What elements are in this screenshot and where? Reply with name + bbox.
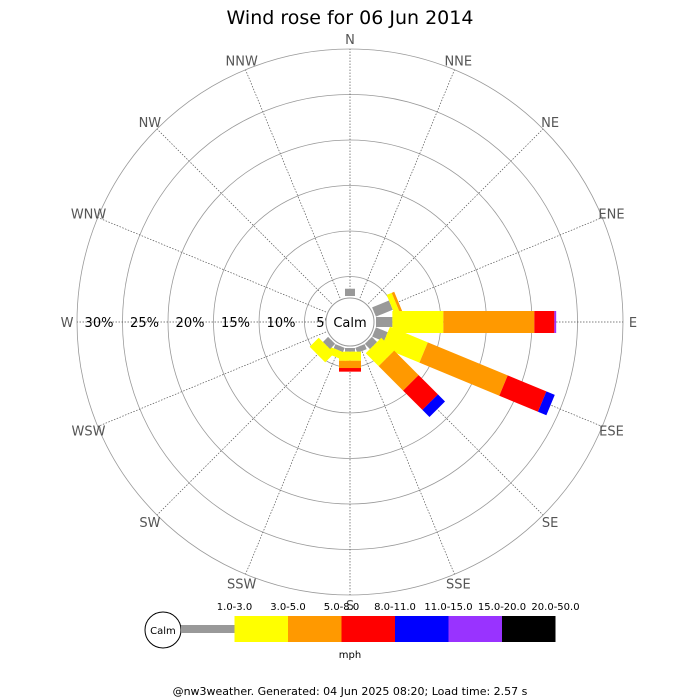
direction-label-nw: NW — [139, 116, 162, 131]
direction-label-s: S — [346, 599, 354, 614]
percent-label-25: 25% — [130, 316, 159, 331]
legend-swatch-11.0-15.0 — [395, 616, 449, 642]
bar-ese-11.0-15.0 — [537, 391, 555, 416]
direction-label-nnw: NNW — [226, 55, 258, 70]
bar-group-ssw — [325, 344, 349, 362]
direction-labels: N NNE NE ENE E ESE SE SSE S SSW SW WSW W WNW NW NNW — [61, 33, 638, 614]
spoke-sse — [359, 345, 455, 575]
legend-swatch-3.0-5.0 — [234, 616, 288, 642]
bar-group-ene — [372, 291, 403, 317]
bar-group-ese — [372, 326, 555, 416]
direction-label-sse: SSE — [446, 577, 471, 592]
legend-label-3.0-5.0: 3.0-5.0 — [270, 602, 305, 613]
direction-label-ne: NE — [541, 116, 559, 131]
spoke-wsw — [97, 331, 327, 427]
bar-se-1.0-3.0 — [364, 336, 378, 350]
bar-ene-5.0-8.0 — [391, 291, 403, 314]
bar-ene-3.0-5.0 — [386, 292, 401, 316]
bar-ssw-3.0-5.0 — [325, 346, 349, 362]
percent-label-30: 30% — [85, 316, 114, 331]
direction-label-ssw: SSW — [227, 577, 257, 592]
direction-label-wnw: WNW — [71, 208, 107, 223]
legend: Calm 1.0-3.0 3.0-5.0 5.0-8.0 8.0-11.0 11.0-15… — [144, 602, 580, 649]
bar-ene-1.0-3.0 — [372, 300, 393, 317]
bar-s-5.0-8.0 — [339, 360, 361, 369]
spoke-ne — [368, 128, 544, 304]
bar-e-1.0-3.0 — [376, 317, 393, 327]
legend-label-15.0-20.0: 15.0-20.0 — [478, 602, 526, 613]
spoke-ene — [373, 217, 603, 313]
percent-label-10: 10% — [267, 316, 296, 331]
spoke-se — [368, 340, 544, 516]
spoke-nnw — [245, 69, 341, 299]
legend-swatch-5.0-8.0 — [288, 616, 342, 642]
spoke-nne — [359, 69, 455, 299]
bar-n-1.0-3.0 — [345, 288, 355, 296]
bar-ese-1.0-3.0 — [372, 327, 388, 342]
spoke-nw — [156, 128, 332, 304]
direction-label-wsw: WSW — [72, 424, 106, 439]
bar-se-8.0-11.0 — [403, 375, 438, 410]
direction-label-ene: ENE — [598, 208, 624, 223]
chart-title: Wind rose for 06 Jun 2014 — [227, 7, 474, 29]
bar-sw-1.0-3.0 — [322, 336, 336, 350]
bar-group-sse — [355, 344, 367, 353]
legend-label-1.0-3.0: 1.0-3.0 — [217, 602, 252, 613]
bar-group-e — [376, 311, 557, 333]
bar-sse-1.0-3.0 — [355, 344, 367, 353]
bar-group-sw — [309, 336, 336, 363]
bar-e-15.0-20.0 — [554, 311, 557, 333]
direction-label-w: W — [61, 316, 74, 331]
legend-calm-label: Calm — [150, 626, 176, 637]
bar-e-8.0-11.0 — [534, 311, 555, 333]
bar-e-3.0-5.0 — [392, 311, 444, 333]
calm-circle — [325, 297, 375, 347]
bar-ese-5.0-8.0 — [419, 342, 508, 396]
spoke-wnw — [97, 217, 327, 313]
percent-label-20: 20% — [176, 316, 205, 331]
frequency-bars — [309, 288, 557, 418]
bar-ssw-1.0-3.0 — [333, 344, 345, 353]
direction-label-se: SE — [542, 516, 558, 531]
bar-ese-8.0-11.0 — [499, 375, 547, 412]
direction-label-nne: NNE — [444, 55, 472, 70]
bar-se-3.0-5.0 — [365, 337, 395, 367]
legend-label-5.0-8.0: 5.0-8.0 — [324, 602, 359, 613]
bar-sw-3.0-5.0 — [309, 337, 335, 363]
spoke-ssw — [245, 345, 341, 575]
legend-swatch-8.0-11.0 — [341, 616, 395, 642]
bar-e-5.0-8.0 — [443, 311, 535, 333]
percent-label-15: 15% — [221, 316, 250, 331]
bar-se-11.0-15.0 — [422, 394, 446, 418]
legend-swatch-20.0-50.0 — [502, 616, 556, 642]
bar-ese-3.0-5.0 — [381, 326, 428, 363]
legend-label-8.0-11.0: 8.0-11.0 — [374, 602, 416, 613]
spoke-sw — [156, 340, 332, 516]
direction-label-ese: ESE — [599, 424, 624, 439]
bar-se-5.0-8.0 — [378, 350, 419, 391]
direction-label-e: E — [629, 316, 637, 331]
legend-swatch-15.0-20.0 — [448, 616, 502, 642]
bar-group-se — [364, 336, 446, 418]
direction-label-n: N — [345, 33, 355, 48]
legend-swatch-1.0-3.0 — [181, 625, 235, 633]
calm-label: Calm — [333, 316, 366, 331]
legend-unit: mph — [339, 650, 361, 661]
bar-s-8.0-11.0 — [339, 368, 361, 372]
direction-label-sw: SW — [139, 516, 160, 531]
legend-label-20.0-50.0: 20.0-50.0 — [531, 602, 579, 613]
legend-label-11.0-15.0: 11.0-15.0 — [424, 602, 472, 613]
bar-group-n — [345, 288, 355, 296]
footer-credit: @nw3weather. Generated: 04 Jun 2025 08:2… — [173, 685, 528, 698]
bar-s-1.0-3.0 — [345, 348, 355, 352]
